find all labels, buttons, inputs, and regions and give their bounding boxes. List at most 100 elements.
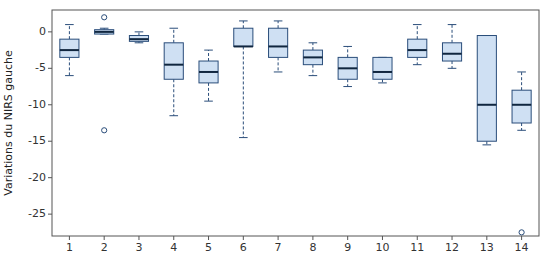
x-tick bbox=[243, 236, 244, 240]
cap-low bbox=[413, 64, 422, 65]
y-tick bbox=[48, 141, 52, 142]
cap-low bbox=[204, 101, 213, 102]
median bbox=[129, 38, 148, 40]
x-tick bbox=[347, 236, 348, 240]
median bbox=[373, 71, 392, 73]
whisker-low bbox=[173, 79, 174, 115]
x-tick bbox=[486, 236, 487, 240]
whisker-high bbox=[347, 46, 348, 57]
median bbox=[234, 45, 253, 47]
x-tick-label: 12 bbox=[445, 241, 459, 254]
box bbox=[303, 50, 322, 65]
cap-low bbox=[448, 68, 457, 69]
box-group bbox=[408, 25, 427, 65]
whisker-high bbox=[243, 21, 244, 28]
box-group bbox=[303, 43, 322, 76]
y-tick-label: 0 bbox=[39, 25, 46, 38]
box bbox=[442, 43, 461, 61]
whisker-high bbox=[521, 72, 522, 90]
whisker-low bbox=[278, 57, 279, 72]
cap-low bbox=[274, 71, 283, 72]
whisker-high bbox=[278, 21, 279, 28]
cap-low bbox=[65, 75, 74, 76]
x-tick bbox=[138, 236, 139, 240]
box bbox=[512, 90, 531, 123]
whisker-low bbox=[69, 57, 70, 75]
median bbox=[60, 49, 79, 51]
box-group bbox=[373, 57, 392, 83]
box bbox=[199, 61, 218, 83]
x-tick-label: 11 bbox=[410, 241, 424, 254]
cap-high bbox=[135, 31, 144, 32]
whisker-high bbox=[173, 28, 174, 43]
median bbox=[512, 104, 531, 106]
median bbox=[303, 56, 322, 58]
outlier bbox=[519, 230, 524, 235]
x-tick bbox=[312, 236, 313, 240]
x-tick-label: 2 bbox=[101, 241, 108, 254]
y-tick bbox=[48, 214, 52, 215]
box-group bbox=[269, 21, 288, 72]
whisker-high bbox=[69, 25, 70, 40]
box bbox=[95, 30, 114, 34]
axes: 0-5-10-15-20-251234567891011121314 bbox=[28, 25, 529, 254]
y-tick bbox=[48, 68, 52, 69]
outlier bbox=[102, 15, 107, 20]
whisker-low bbox=[417, 57, 418, 64]
y-tick-label: -15 bbox=[28, 134, 46, 147]
cap-high bbox=[65, 24, 74, 25]
y-tick-label: -20 bbox=[28, 171, 46, 184]
x-tick bbox=[104, 236, 105, 240]
y-tick-label: -10 bbox=[28, 98, 46, 111]
cap-low bbox=[343, 86, 352, 87]
box bbox=[373, 57, 392, 79]
cap-low bbox=[378, 82, 387, 83]
whisker-low bbox=[312, 65, 313, 76]
cap-high bbox=[309, 42, 318, 43]
y-tick bbox=[48, 177, 52, 178]
whisker-high bbox=[208, 50, 209, 61]
box-group bbox=[60, 25, 79, 76]
plot-frame bbox=[52, 10, 539, 236]
whisker-low bbox=[452, 61, 453, 68]
whisker-high bbox=[312, 43, 313, 50]
x-tick-label: 13 bbox=[480, 241, 494, 254]
whisker-low bbox=[243, 46, 244, 137]
x-tick-label: 10 bbox=[375, 241, 389, 254]
cap-high bbox=[169, 28, 178, 29]
x-tick-label: 9 bbox=[344, 241, 351, 254]
x-tick-label: 7 bbox=[275, 241, 282, 254]
median bbox=[164, 64, 183, 66]
chart: 0-5-10-15-20-251234567891011121314Variat… bbox=[0, 0, 549, 260]
cap-low bbox=[135, 42, 144, 43]
box-group bbox=[477, 36, 496, 145]
cap-high bbox=[239, 20, 248, 21]
whisker-low bbox=[486, 141, 487, 145]
y-tick-label: -5 bbox=[35, 61, 46, 74]
y-tick bbox=[48, 31, 52, 32]
median bbox=[338, 67, 357, 69]
whisker-low bbox=[347, 79, 348, 86]
outlier bbox=[102, 128, 107, 133]
box bbox=[164, 43, 183, 79]
x-tick bbox=[521, 236, 522, 240]
box-group bbox=[129, 32, 148, 43]
x-tick bbox=[417, 236, 418, 240]
y-axis-label: Variations du NIRS gauche bbox=[2, 50, 15, 196]
y-tick-label: -25 bbox=[28, 207, 46, 220]
box-group bbox=[95, 15, 114, 133]
whisker-high bbox=[452, 25, 453, 43]
median bbox=[199, 71, 218, 73]
x-tick-label: 6 bbox=[240, 241, 247, 254]
x-tick bbox=[452, 236, 453, 240]
x-tick-label: 4 bbox=[170, 241, 177, 254]
cap-high bbox=[274, 20, 283, 21]
x-tick bbox=[208, 236, 209, 240]
median bbox=[95, 31, 114, 33]
box bbox=[269, 28, 288, 57]
cap-high bbox=[448, 24, 457, 25]
box-group bbox=[199, 50, 218, 101]
box bbox=[234, 28, 253, 46]
box bbox=[408, 39, 427, 57]
x-tick-label: 1 bbox=[66, 241, 73, 254]
